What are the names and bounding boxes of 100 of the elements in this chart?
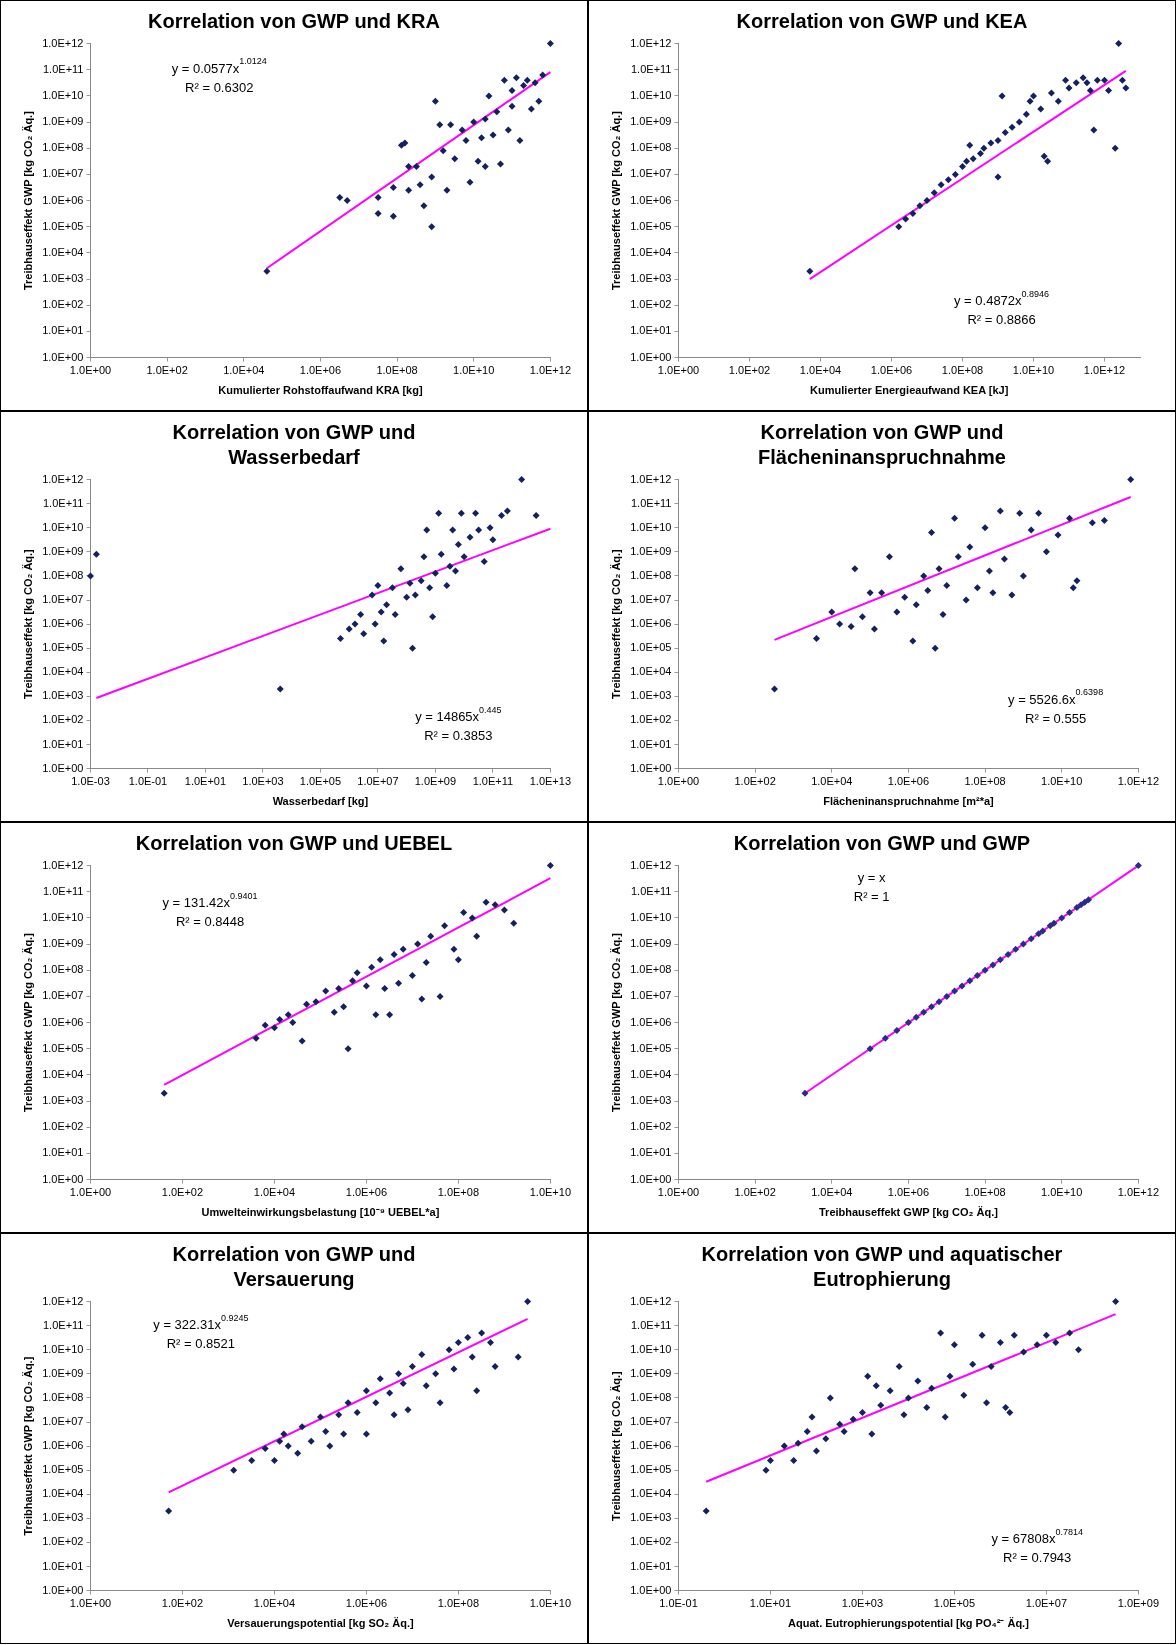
- x-tick-label: 1.0E+02: [734, 1186, 776, 1199]
- x-axis-title: Kumulierter Rohstoffaufwand KRA [kg]: [218, 384, 423, 397]
- x-tick-label: 1.0E-03: [71, 775, 110, 788]
- x-tick-label: 1.0E+01: [749, 1597, 792, 1610]
- y-tick-label: 1.0E+03: [42, 1511, 84, 1524]
- y-tick-label: 1.0E+12: [42, 1294, 84, 1307]
- y-tick-label: 1.0E+02: [42, 298, 84, 311]
- y-tick-label: 1.0E+12: [630, 472, 672, 485]
- y-tick-label: 1.0E+00: [630, 1172, 672, 1185]
- y-tick-label: 1.0E+08: [42, 1390, 84, 1403]
- x-tick-label: 1.0E+02: [728, 364, 771, 377]
- y-tick-label: 1.0E+06: [630, 1439, 672, 1452]
- y-tick-label: 1.0E+02: [630, 1535, 672, 1548]
- annotation: R² = 0.6302: [185, 79, 254, 95]
- y-tick-label: 1.0E+02: [630, 1120, 672, 1133]
- annotation: R² = 0.8521: [166, 1336, 236, 1352]
- y-tick-label: 1.0E+05: [42, 641, 84, 654]
- y-tick-label: 1.0E+03: [630, 1094, 672, 1107]
- y-tick-label: 1.0E+12: [630, 36, 672, 49]
- y-tick-label: 1.0E+08: [42, 141, 84, 154]
- y-tick-label: 1.0E+08: [630, 1390, 672, 1403]
- x-tick-label: 1.0E+06: [299, 364, 342, 377]
- y-tick-label: 1.0E+07: [42, 167, 84, 180]
- x-tick-label: 1.0E-01: [659, 1597, 698, 1610]
- x-tick-label: 1.0E+00: [69, 364, 112, 377]
- chart-title: Korrelation von GWP und KEA: [736, 9, 1028, 34]
- y-tick-label: 1.0E+05: [630, 1041, 672, 1054]
- y-tick-label: 1.0E+12: [42, 858, 84, 871]
- x-tick-label: 1.0E+09: [1117, 1597, 1159, 1610]
- y-tick-label: 1.0E+00: [42, 761, 84, 774]
- y-axis-title: Treibhauseffekt [kg CO₂ Äq.]: [21, 548, 34, 699]
- x-tick-label: 1.0E+00: [657, 1186, 700, 1199]
- y-tick-label: 1.0E+03: [42, 1094, 84, 1107]
- y-tick-label: 1.0E+04: [42, 1067, 84, 1080]
- x-tick-label: 1.0E+12: [529, 364, 571, 377]
- y-tick-label: 1.0E+01: [630, 324, 672, 337]
- y-tick-label: 1.0E+06: [42, 1015, 84, 1028]
- x-tick-label: 1.0E+08: [941, 364, 984, 377]
- y-tick-label: 1.0E+12: [630, 1294, 672, 1307]
- y-tick-label: 1.0E+06: [630, 193, 672, 206]
- y-tick-label: 1.0E+11: [631, 62, 672, 75]
- x-tick-label: 1.0E+12: [1117, 775, 1159, 788]
- x-tick-label: 1.0E+09: [414, 775, 457, 788]
- x-tick-label: 1.0E+12: [1083, 364, 1126, 377]
- x-tick-label: 1.0E+10: [529, 1186, 571, 1199]
- x-tick-label: 1.0E+06: [887, 1186, 930, 1199]
- y-tick-label: 1.0E+04: [630, 245, 672, 258]
- annotation: R² = 0.8448: [175, 914, 245, 930]
- y-tick-label: 1.0E+01: [42, 1146, 84, 1159]
- x-tick-label: 1.0E+10: [529, 1597, 571, 1610]
- x-tick-label: 1.0E+03: [242, 775, 284, 788]
- x-tick-label: 1.0E+02: [734, 775, 776, 788]
- x-tick-label: 1.0E+04: [223, 364, 265, 377]
- y-tick-label: 1.0E+05: [42, 1463, 84, 1476]
- chart-title: Korrelation von GWP und KRA: [148, 9, 440, 34]
- y-tick-label: 1.0E+08: [42, 568, 84, 581]
- y-tick-label: 1.0E+10: [630, 1342, 672, 1355]
- x-tick-label: 1.0E+03: [841, 1597, 884, 1610]
- y-tick-label: 1.0E+03: [630, 1511, 672, 1524]
- y-tick-label: 1.0E+11: [631, 496, 672, 509]
- y-tick-label: 1.0E+06: [42, 617, 84, 630]
- y-tick-label: 1.0E+07: [42, 593, 84, 606]
- y-tick-label: 1.0E+10: [42, 88, 84, 101]
- x-tick-label: 1.0E+04: [811, 1186, 853, 1199]
- y-axis-title: Treibhauseffekt GWP [kg CO₂ Äq.]: [609, 932, 622, 1113]
- y-tick-label: 1.0E+04: [630, 1487, 672, 1500]
- x-axis-title: Kumulierter Energieaufwand KEA [kJ]: [810, 384, 1009, 397]
- y-tick-label: 1.0E+05: [630, 1463, 672, 1476]
- y-tick-label: 1.0E+10: [42, 520, 84, 533]
- y-tick-label: 1.0E+10: [630, 520, 672, 533]
- annotation: y = x: [857, 869, 887, 885]
- y-tick-label: 1.0E+03: [42, 272, 84, 285]
- y-tick-label: 1.0E+11: [43, 1318, 84, 1331]
- y-tick-label: 1.0E+06: [42, 193, 84, 206]
- y-tick-label: 1.0E+08: [630, 568, 672, 581]
- y-tick-label: 1.0E+08: [630, 963, 672, 976]
- y-tick-label: 1.0E+01: [42, 737, 84, 750]
- x-axis-title: Flächeninanspruchnahme [m²*a]: [823, 795, 995, 808]
- y-tick-label: 1.0E+04: [630, 665, 672, 678]
- x-tick-label: 1.0E+06: [345, 1597, 388, 1610]
- x-tick-label: 1.0E+12: [1117, 1186, 1159, 1199]
- y-tick-label: 1.0E+09: [42, 937, 84, 950]
- chart-title: Korrelation von GWP und Versauerung: [171, 1242, 417, 1292]
- chart-title: Korrelation von GWP und Flächeninanspruchnahme: [757, 420, 1007, 470]
- x-tick-label: 1.0E+04: [811, 775, 853, 788]
- x-tick-label: 1.0E+06: [870, 364, 913, 377]
- y-tick-label: 1.0E+08: [42, 963, 84, 976]
- y-tick-label: 1.0E+05: [42, 1041, 84, 1054]
- y-tick-label: 1.0E+00: [42, 1172, 84, 1185]
- y-tick-label: 1.0E+04: [42, 245, 84, 258]
- y-tick-label: 1.0E+07: [630, 1415, 672, 1428]
- y-tick-label: 1.0E+01: [630, 737, 672, 750]
- chart-title: Korrelation von GWP und UEBEL: [135, 831, 453, 856]
- y-axis-title: Treibhauseffekt [kg CO₂ Äq.]: [609, 548, 622, 699]
- y-axis-title: Treibhauseffekt GWP [kg CO₂ Äq.]: [21, 110, 34, 291]
- x-tick-label: 1.0E+04: [253, 1186, 296, 1199]
- y-tick-label: 1.0E+04: [630, 1067, 672, 1080]
- y-tick-label: 1.0E+03: [630, 272, 672, 285]
- y-tick-label: 1.0E+00: [42, 350, 84, 363]
- x-tick-label: 1.0E+10: [1012, 364, 1055, 377]
